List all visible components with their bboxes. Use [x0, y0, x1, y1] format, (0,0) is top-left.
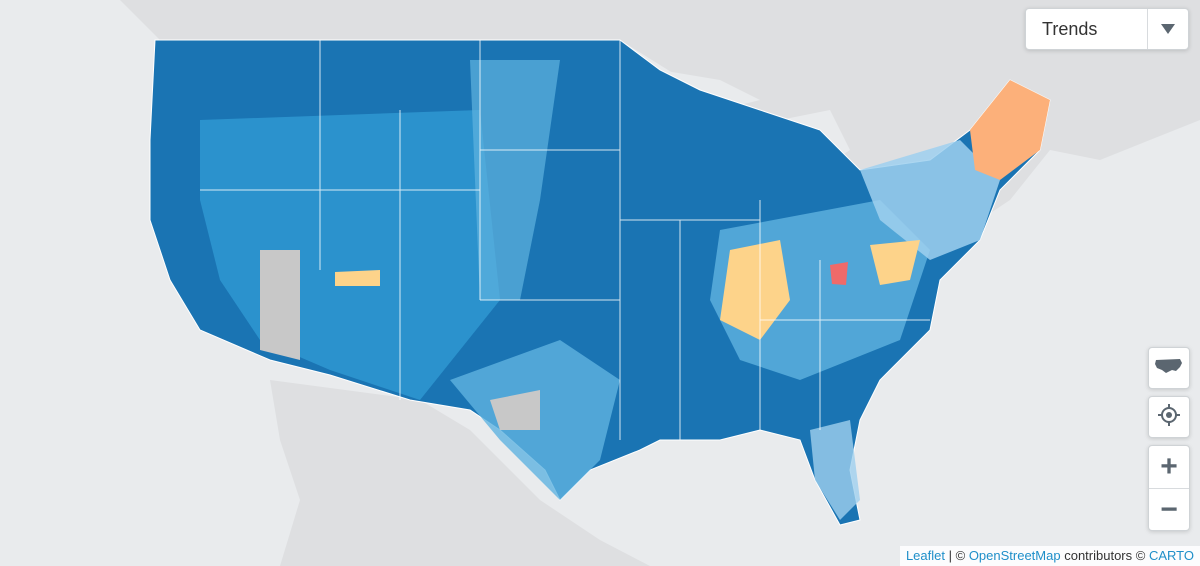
map-attribution: Leaflet | © OpenStreetMap contributors ©… [899, 546, 1200, 566]
region-va-hotspot [870, 240, 920, 285]
region-plains-light [470, 60, 560, 300]
layer-dropdown[interactable]: Trends [1025, 8, 1189, 50]
region-ky-hotspot [720, 240, 790, 340]
region-gray-texas [490, 390, 540, 430]
osm-link[interactable]: OpenStreetMap [968, 548, 1061, 563]
region-gray-west [260, 250, 300, 360]
locate-button[interactable] [1148, 396, 1190, 438]
usa-map-icon [1154, 357, 1184, 380]
zoom-out-button[interactable]: − [1149, 488, 1189, 531]
attribution-contributors: contributors © [1064, 548, 1146, 563]
crosshair-icon [1157, 403, 1181, 432]
region-utah-yellow [335, 270, 380, 286]
canada-land [0, 0, 1200, 220]
chevron-down-icon[interactable] [1147, 9, 1188, 49]
zoom-in-button[interactable]: + [1160, 450, 1178, 483]
mexico-land [270, 380, 650, 566]
region-northeast-light [860, 140, 1000, 260]
carto-link[interactable]: CARTO [1148, 548, 1194, 563]
zoom-control: + − [1148, 445, 1190, 531]
layer-dropdown-label: Trends [1042, 18, 1098, 39]
state-borders [200, 40, 930, 440]
region-wv-red [830, 262, 848, 285]
attribution-separator: | © [948, 548, 966, 563]
leaflet-link[interactable]: Leaflet [905, 548, 945, 563]
usa-extent-button[interactable] [1148, 347, 1190, 389]
region-maine [970, 80, 1050, 180]
region-florida [810, 420, 860, 520]
